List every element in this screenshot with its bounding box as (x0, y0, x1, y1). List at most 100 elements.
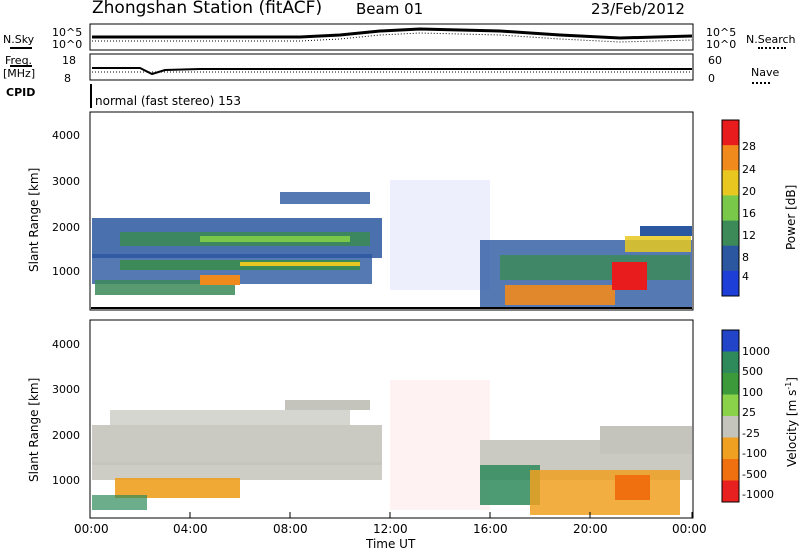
velocity-band-lower (92, 462, 382, 480)
velocity-cb-tick-1000: 1000 (742, 345, 770, 358)
noise-left-tick-bottom: 10^0 (52, 38, 83, 51)
time-tick-5: 20:00 (573, 522, 608, 536)
freq-left-tick-bottom: 8 (64, 72, 71, 85)
velocity-band-late-red (615, 475, 650, 500)
velocity-cb-tick-m100: -100 (742, 447, 767, 460)
power-cb-tick-8: 8 (742, 251, 749, 264)
power-patch-early-orange (200, 275, 240, 285)
velocity-scatter (92, 380, 692, 515)
power-colorbar-frame (721, 119, 740, 297)
power-cb-tick-20: 20 (742, 185, 756, 198)
power-ytick-4000: 4000 (52, 129, 80, 142)
noise-sky-line (10, 47, 32, 49)
time-tick-0: 00:00 (74, 522, 109, 536)
power-scatter (92, 180, 692, 308)
freq-trace (92, 67, 692, 76)
velocity-colorbar-segment-4 (722, 416, 739, 438)
time-tick-2: 08:00 (273, 522, 308, 536)
freq-unit-label: [MHz] (3, 67, 36, 80)
noise-left-tick-top: 10^5 (52, 26, 83, 39)
noise-search-label: N.Search (746, 33, 796, 46)
freq-panel-frame (89, 53, 694, 81)
freq-panel (89, 53, 694, 81)
cpid-label: CPID (6, 86, 36, 99)
power-panel (89, 111, 694, 311)
velocity-cb-tick-100: 100 (742, 386, 763, 399)
noise-panel-frame (89, 23, 694, 51)
velocity-panel (89, 319, 694, 519)
time-tick-4: 16:00 (473, 522, 508, 536)
power-colorbar-segment-6 (722, 270, 739, 297)
noise-search-line (758, 47, 786, 49)
velocity-cb-tick-25: 25 (742, 406, 756, 419)
time-tick-marks (89, 512, 693, 518)
power-cb-tick-28: 28 (742, 140, 756, 153)
power-colorbar (721, 119, 740, 297)
velocity-patch-green (92, 495, 147, 510)
velocity-cb-tick-500: 500 (742, 365, 763, 378)
noise-panel (89, 23, 694, 51)
cpid-mode-text: normal (fast stereo) 153 (95, 94, 242, 108)
power-cb-tick-12: 12 (742, 229, 756, 242)
power-colorbar-segment-3 (722, 195, 739, 222)
velocity-colorbar-segment-0 (722, 330, 739, 352)
velocity-ytick-2000: 2000 (52, 429, 80, 442)
power-scatter-mid (390, 180, 490, 290)
velocity-colorbar (721, 329, 740, 503)
velocity-cb-tick-m500: -500 (742, 468, 767, 481)
noise-search-trace (92, 32, 693, 43)
power-colorbar-segment-1 (722, 145, 739, 171)
freq-right-tick-top: 60 (708, 54, 722, 67)
noise-right-tick-top: 10^5 (706, 26, 737, 39)
time-tick-3: 12:00 (373, 522, 408, 536)
velocity-colorbar-segment-3 (722, 394, 739, 417)
velocity-colorbar-segment-6 (722, 459, 739, 481)
freq-label: Freq. (5, 54, 33, 67)
velocity-band-late-orange (530, 470, 680, 515)
velocity-ytick-1000: 1000 (52, 474, 80, 487)
power-colorbar-segment-4 (722, 220, 739, 247)
velocity-scatter-mid (390, 380, 490, 510)
power-ytick-2000: 2000 (52, 221, 80, 234)
velocity-patch-orange (115, 478, 240, 498)
noise-sky-trace (92, 27, 693, 40)
power-colorbar-segment-5 (722, 245, 739, 272)
power-cb-tick-16: 16 (742, 207, 756, 220)
power-cb-tick-24: 24 (742, 163, 756, 176)
beam-label: Beam 01 (356, 0, 424, 18)
time-tick-1: 04:00 (173, 522, 208, 536)
power-band-upper-yellow (200, 236, 350, 242)
date-label: 23/Feb/2012 (591, 0, 685, 18)
station-title: Zhongshan Station (fitACF) (92, 0, 323, 18)
power-band-lower-yellow (240, 262, 360, 266)
velocity-patch-high (285, 400, 370, 410)
nave-line (752, 82, 770, 84)
noise-sky-label: N.Sky (3, 33, 35, 46)
time-tick-6: 00:00 (672, 522, 707, 536)
velocity-cb-tick-m25: -25 (742, 427, 760, 440)
noise-right-tick-bottom: 10^0 (706, 38, 737, 51)
power-band-late-red (612, 262, 647, 290)
power-cb-tick-4: 4 (742, 270, 749, 283)
velocity-colorbar-segment-2 (722, 373, 739, 395)
velocity-ytick-3000: 3000 (52, 383, 80, 396)
power-patch-high (280, 192, 370, 204)
velocity-colorbar-segment-7 (722, 480, 739, 503)
power-colorbar-segment-2 (722, 170, 739, 196)
power-band-late-blue-top (640, 226, 692, 236)
freq-label-line (10, 65, 32, 67)
power-colorbar-segment-0 (722, 120, 739, 146)
power-band-late-yellow (625, 236, 691, 252)
freq-left-tick-top: 18 (62, 54, 76, 67)
velocity-colorbar-frame (721, 329, 740, 503)
power-ytick-1000: 1000 (52, 265, 80, 278)
velocity-band-upper (92, 425, 382, 465)
freq-right-tick-bottom: 0 (708, 72, 715, 85)
velocity-colorbar-segment-1 (722, 351, 739, 374)
velocity-ytick-4000: 4000 (52, 338, 80, 351)
nave-label: Nave (751, 66, 780, 79)
velocity-band-late-top (600, 426, 692, 454)
time-axis-label: Time UT (366, 537, 416, 551)
velocity-colorbar-segment-5 (722, 437, 739, 460)
